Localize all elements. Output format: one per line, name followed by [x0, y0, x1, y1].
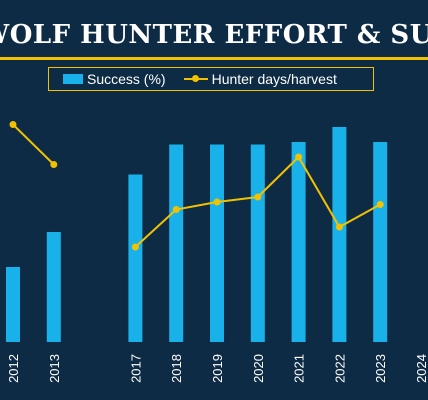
bar-2022 [332, 127, 347, 342]
legend-item-hunter-days: Hunter days/harvest [183, 71, 337, 87]
bar-2020 [250, 144, 265, 342]
title-underline [0, 57, 428, 60]
legend: Success (%) Hunter days/harvest [48, 67, 374, 91]
x-tick-2013: 2013 [47, 354, 62, 383]
legend-label-success: Success (%) [87, 71, 166, 87]
legend-label-hunter-days: Hunter days/harvest [211, 71, 337, 87]
point-2018 [172, 206, 180, 213]
legend-item-success: Success (%) [63, 71, 166, 87]
chart-title: WOLF HUNTER EFFORT & SUCCESS [0, 20, 428, 50]
x-tick-2019: 2019 [210, 354, 225, 383]
x-tick-2017: 2017 [128, 354, 143, 383]
line-segment-1 [12, 123, 55, 166]
point-2023 [376, 201, 384, 208]
point-2021 [295, 153, 303, 161]
bar-2012 [6, 267, 20, 342]
x-axis-ticks: 2012 2013 2017 2018 2019 2020 2021 2022 2023 2024 [6, 354, 428, 383]
x-tick-2021: 2021 [292, 354, 307, 383]
point-2019 [213, 198, 221, 206]
bar-2017 [128, 174, 143, 342]
legend-line-symbol [183, 74, 208, 84]
bar-series [6, 127, 388, 342]
x-tick-2023: 2023 [373, 354, 388, 383]
point-2020 [254, 193, 262, 201]
point-2022 [335, 223, 343, 231]
point-2017 [131, 243, 139, 251]
legend-bar-swatch [63, 74, 83, 84]
x-tick-2024: 2024 [414, 354, 428, 383]
bar-2018 [169, 144, 184, 342]
x-tick-2020: 2020 [251, 354, 266, 383]
bar-2023 [373, 142, 388, 342]
x-tick-2018: 2018 [169, 354, 184, 383]
point-2012 [9, 121, 17, 128]
x-tick-2012: 2012 [6, 354, 21, 383]
point-2013 [50, 161, 58, 168]
bar-2019 [210, 144, 224, 342]
line-series [9, 121, 384, 251]
bar-2021 [291, 142, 306, 342]
bar-2013 [46, 232, 61, 342]
x-tick-2022: 2022 [332, 354, 347, 383]
